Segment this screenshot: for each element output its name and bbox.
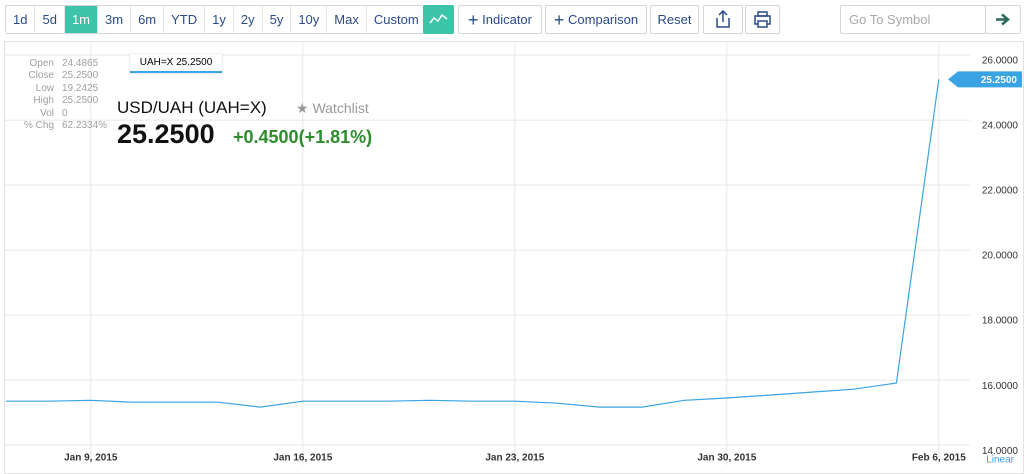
chart-type-button[interactable] (423, 5, 454, 34)
indicator-button[interactable]: + Indicator (458, 5, 542, 34)
price-line (6, 79, 940, 408)
info-label: Vol (40, 107, 54, 119)
info-values: 24.4865 25.2500 19.2425 25.2500 0 62.2334% (62, 58, 107, 132)
watchlist-label: Watchlist (312, 100, 369, 116)
symbol-input[interactable]: Go To Symbol (840, 5, 986, 34)
reset-button[interactable]: Reset (650, 5, 699, 34)
info-value: 19.2425 (62, 82, 99, 94)
range-button[interactable]: 5y (263, 6, 292, 33)
y-tick-label: 14.0000 (982, 446, 1019, 457)
price-tag (948, 71, 1022, 88)
info-label: Low (35, 82, 54, 94)
indicator-label: Indicator (482, 12, 532, 27)
x-tick-label: Feb 6, 2015 (912, 453, 966, 464)
y-tick-label: 18.0000 (982, 316, 1019, 327)
price-tag-label: 25.2500 (981, 75, 1018, 86)
print-button[interactable] (745, 5, 780, 34)
legend-tag: UAH=X 25.2500 (130, 54, 222, 73)
range-button[interactable]: 5d (35, 6, 65, 33)
x-tick-label: Jan 9, 2015 (64, 453, 118, 464)
change-pct: (+1.81%) (298, 127, 373, 147)
x-tick-label: Jan 23, 2015 (485, 453, 544, 464)
range-button[interactable]: Max (327, 6, 367, 33)
comparison-button[interactable]: + Comparison (545, 5, 647, 34)
share-button[interactable] (703, 5, 743, 34)
x-tick-label: Jan 30, 2015 (697, 453, 756, 464)
go-icon (996, 13, 1010, 26)
range-button[interactable]: 3m (98, 6, 132, 33)
print-icon (754, 11, 771, 28)
watchlist[interactable]: ★ Watchlist (296, 100, 369, 116)
range-button[interactable]: 1m (64, 6, 98, 33)
info-value: 25.2500 (62, 70, 99, 82)
quote-title: USD/UAH (UAH=X) (117, 98, 267, 117)
quote-change: +0.4500(+1.81%) (233, 127, 372, 148)
x-tick-label: Jan 16, 2015 (273, 453, 332, 464)
change: +0.4500 (233, 127, 299, 147)
info-value: 62.2334% (62, 120, 108, 132)
info-value: 24.4865 (62, 58, 99, 69)
share-icon (716, 9, 730, 28)
range-button[interactable]: 6m (131, 6, 165, 33)
go-button[interactable] (985, 5, 1021, 34)
scale-label: Linear (986, 455, 1014, 466)
info-label: High (33, 95, 54, 107)
chart-type-icon (429, 13, 448, 24)
legend-value: 25.2500 (176, 57, 213, 68)
info-label: Open (29, 58, 54, 69)
info-label: % Chg (23, 120, 54, 132)
custom-label: Custom (373, 12, 419, 27)
y-tick-label: 16.0000 (982, 381, 1019, 392)
comparison-label: Comparison (568, 12, 639, 27)
quote-price: 25.2500 (117, 119, 215, 149)
info-labels: Open Close Low High Vol% Chg (10, 58, 54, 132)
info-value: 25.2500 (62, 95, 99, 107)
legend-name: UAH=X (139, 57, 174, 68)
range-button[interactable]: 1d (6, 6, 36, 33)
range-button[interactable]: 1y (205, 6, 234, 33)
range-button[interactable]: 10y (291, 6, 328, 33)
y-tick-label: 24.0000 (982, 121, 1019, 132)
info-label: Close (28, 70, 54, 82)
y-tick-label: 20.0000 (982, 251, 1019, 262)
y-tick-label: 22.0000 (982, 186, 1019, 197)
range-button[interactable]: YTD (164, 6, 206, 33)
info-value: 0 (62, 107, 68, 119)
y-tick-label: 26.0000 (982, 56, 1019, 67)
range-button[interactable]: 2y (234, 6, 263, 33)
